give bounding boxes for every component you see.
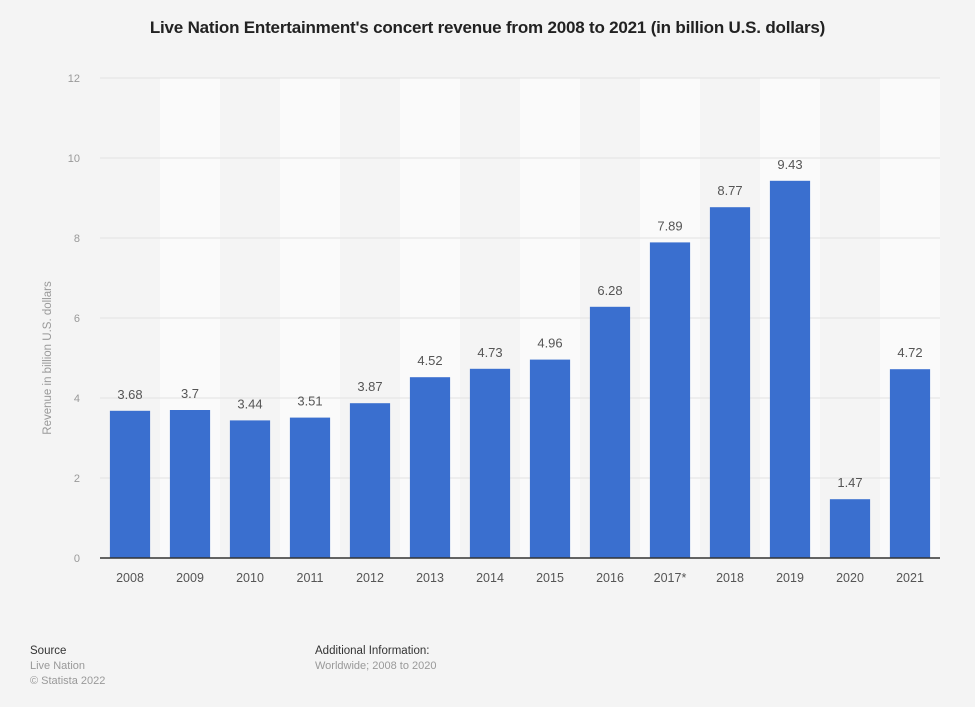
y-tick-label: 2	[74, 473, 80, 485]
value-label: 4.73	[477, 345, 502, 360]
x-tick-label: 2011	[297, 571, 324, 585]
bar-2021[interactable]	[889, 369, 931, 558]
bar-2011[interactable]	[289, 417, 331, 558]
value-label: 4.72	[897, 345, 922, 360]
value-label: 3.68	[117, 387, 142, 402]
value-label: 3.87	[357, 379, 382, 394]
value-label: 9.43	[777, 157, 802, 172]
value-label: 1.47	[837, 475, 862, 490]
bar-2018[interactable]	[709, 207, 751, 558]
x-tick-label: 2010	[236, 571, 264, 585]
x-tick-label: 2008	[116, 571, 144, 585]
source-name[interactable]: Live Nation	[30, 660, 86, 672]
value-label: 7.89	[657, 218, 682, 233]
x-tick-label: 2016	[596, 571, 624, 585]
x-tick-label: 2014	[476, 571, 504, 585]
value-label: 3.44	[237, 396, 262, 411]
x-tick-label: 2018	[716, 571, 744, 585]
value-label: 3.7	[181, 386, 199, 401]
x-tick-label: 2017*	[654, 571, 687, 585]
y-tick-label: 6	[74, 313, 80, 325]
bar-2020[interactable]	[829, 499, 871, 558]
bar-2017*[interactable]	[649, 242, 691, 558]
source-heading: Source	[30, 645, 67, 657]
bar-2013[interactable]	[409, 377, 451, 558]
x-tick-label: 2021	[896, 571, 924, 585]
x-tick-label: 2009	[176, 571, 204, 585]
y-tick-label: 8	[74, 233, 80, 245]
y-axis-ticks: 0 2 4 6 8 10 12	[68, 73, 80, 565]
x-tick-label: 2019	[776, 571, 804, 585]
bar-2010[interactable]	[229, 420, 271, 558]
bar-2008[interactable]	[109, 410, 151, 558]
additional-info-text: Worldwide; 2008 to 2020	[315, 660, 437, 672]
value-label: 6.28	[597, 283, 622, 298]
bar-2016[interactable]	[589, 306, 631, 558]
value-label: 4.52	[417, 353, 442, 368]
chart-title: Live Nation Entertainment's concert reve…	[149, 18, 826, 37]
copyright: © Statista 2022	[30, 675, 106, 687]
source-block: Source Live Nation © Statista 2022	[30, 644, 105, 689]
bar-2009[interactable]	[169, 410, 211, 558]
additional-info-heading: Additional Information:	[315, 645, 430, 657]
y-tick-label: 12	[68, 73, 80, 85]
bar-2014[interactable]	[469, 368, 511, 558]
value-label: 8.77	[717, 183, 742, 198]
x-tick-label: 2015	[536, 571, 564, 585]
y-tick-label: 0	[74, 553, 80, 565]
bars	[109, 180, 931, 559]
x-axis-labels: 2008 2009 2010 2011 2012 2013 2014 2015 2016 2017…	[116, 571, 924, 585]
x-tick-label: 2020	[836, 571, 864, 585]
bar-2019[interactable]	[769, 180, 811, 559]
bar-2012[interactable]	[349, 403, 391, 558]
y-tick-label: 4	[74, 393, 80, 405]
bar-2015[interactable]	[529, 359, 571, 558]
additional-info-block: Additional Information: Worldwide; 2008 …	[315, 644, 437, 674]
value-label: 4.96	[537, 336, 562, 351]
x-tick-label: 2012	[356, 571, 384, 585]
value-label: 3.51	[297, 394, 322, 409]
y-axis-label: Revenue in billion U.S. dollars	[42, 281, 54, 435]
value-labels: 3.68 3.7 3.44 3.51 3.87 4.52 4.73 4.96 6.28 7.89 8…	[117, 157, 922, 490]
x-tick-label: 2013	[416, 571, 444, 585]
y-tick-label: 10	[68, 153, 80, 165]
